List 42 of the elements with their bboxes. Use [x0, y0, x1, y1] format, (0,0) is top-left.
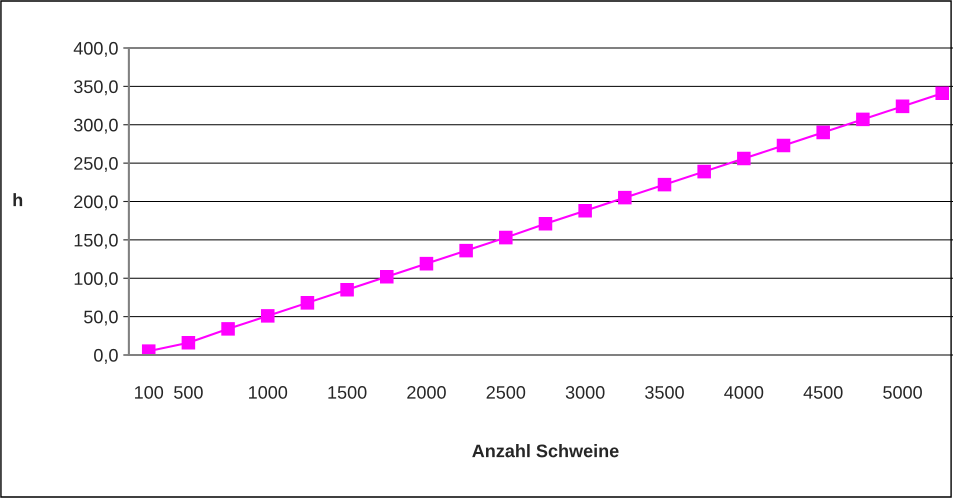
y-tick-label: 100,0 [74, 272, 118, 288]
point [856, 112, 870, 126]
y-tick-label: 300,0 [74, 118, 118, 134]
x-tick-label: 1000 [249, 386, 288, 399]
point [182, 336, 196, 350]
point [380, 270, 394, 284]
x-tick-label: 3000 [566, 386, 605, 399]
point [578, 204, 592, 218]
point [658, 178, 672, 192]
x-tick-label: 4000 [724, 386, 764, 399]
y-tick-label: 250,0 [74, 157, 118, 172]
x-tick-label: 3500 [645, 386, 684, 399]
point [499, 230, 513, 244]
y-tick-label: 200,0 [74, 195, 118, 210]
y-axis-title: h [13, 193, 22, 206]
y-tick-label: 150,0 [74, 234, 118, 249]
y-tick-label: 400,0 [74, 42, 118, 57]
y-tick-label: 0,0 [94, 348, 118, 364]
point [776, 138, 790, 152]
y-tick-label: 50,0 [84, 310, 118, 326]
x-tick-label: 100 [135, 386, 164, 399]
point [459, 244, 473, 258]
point [420, 256, 434, 270]
point [737, 152, 751, 166]
x-tick-label: 500 [174, 386, 203, 399]
point [538, 216, 552, 231]
point [340, 282, 354, 297]
x-tick-label: 2000 [407, 386, 446, 399]
point [260, 309, 275, 323]
x-tick-label: 2500 [486, 386, 526, 399]
x-tick-label: 5000 [883, 386, 922, 399]
point [896, 100, 910, 114]
point [300, 296, 314, 310]
x-tick-label: 1500 [328, 386, 366, 399]
x-axis-title: Anzahl Schweine [472, 444, 619, 458]
y-tick-label: 350,0 [74, 80, 118, 96]
x-tick-label: 4500 [804, 386, 843, 399]
point [816, 126, 830, 140]
point [221, 322, 235, 336]
point [935, 86, 949, 100]
point [618, 190, 632, 204]
point [697, 164, 711, 178]
